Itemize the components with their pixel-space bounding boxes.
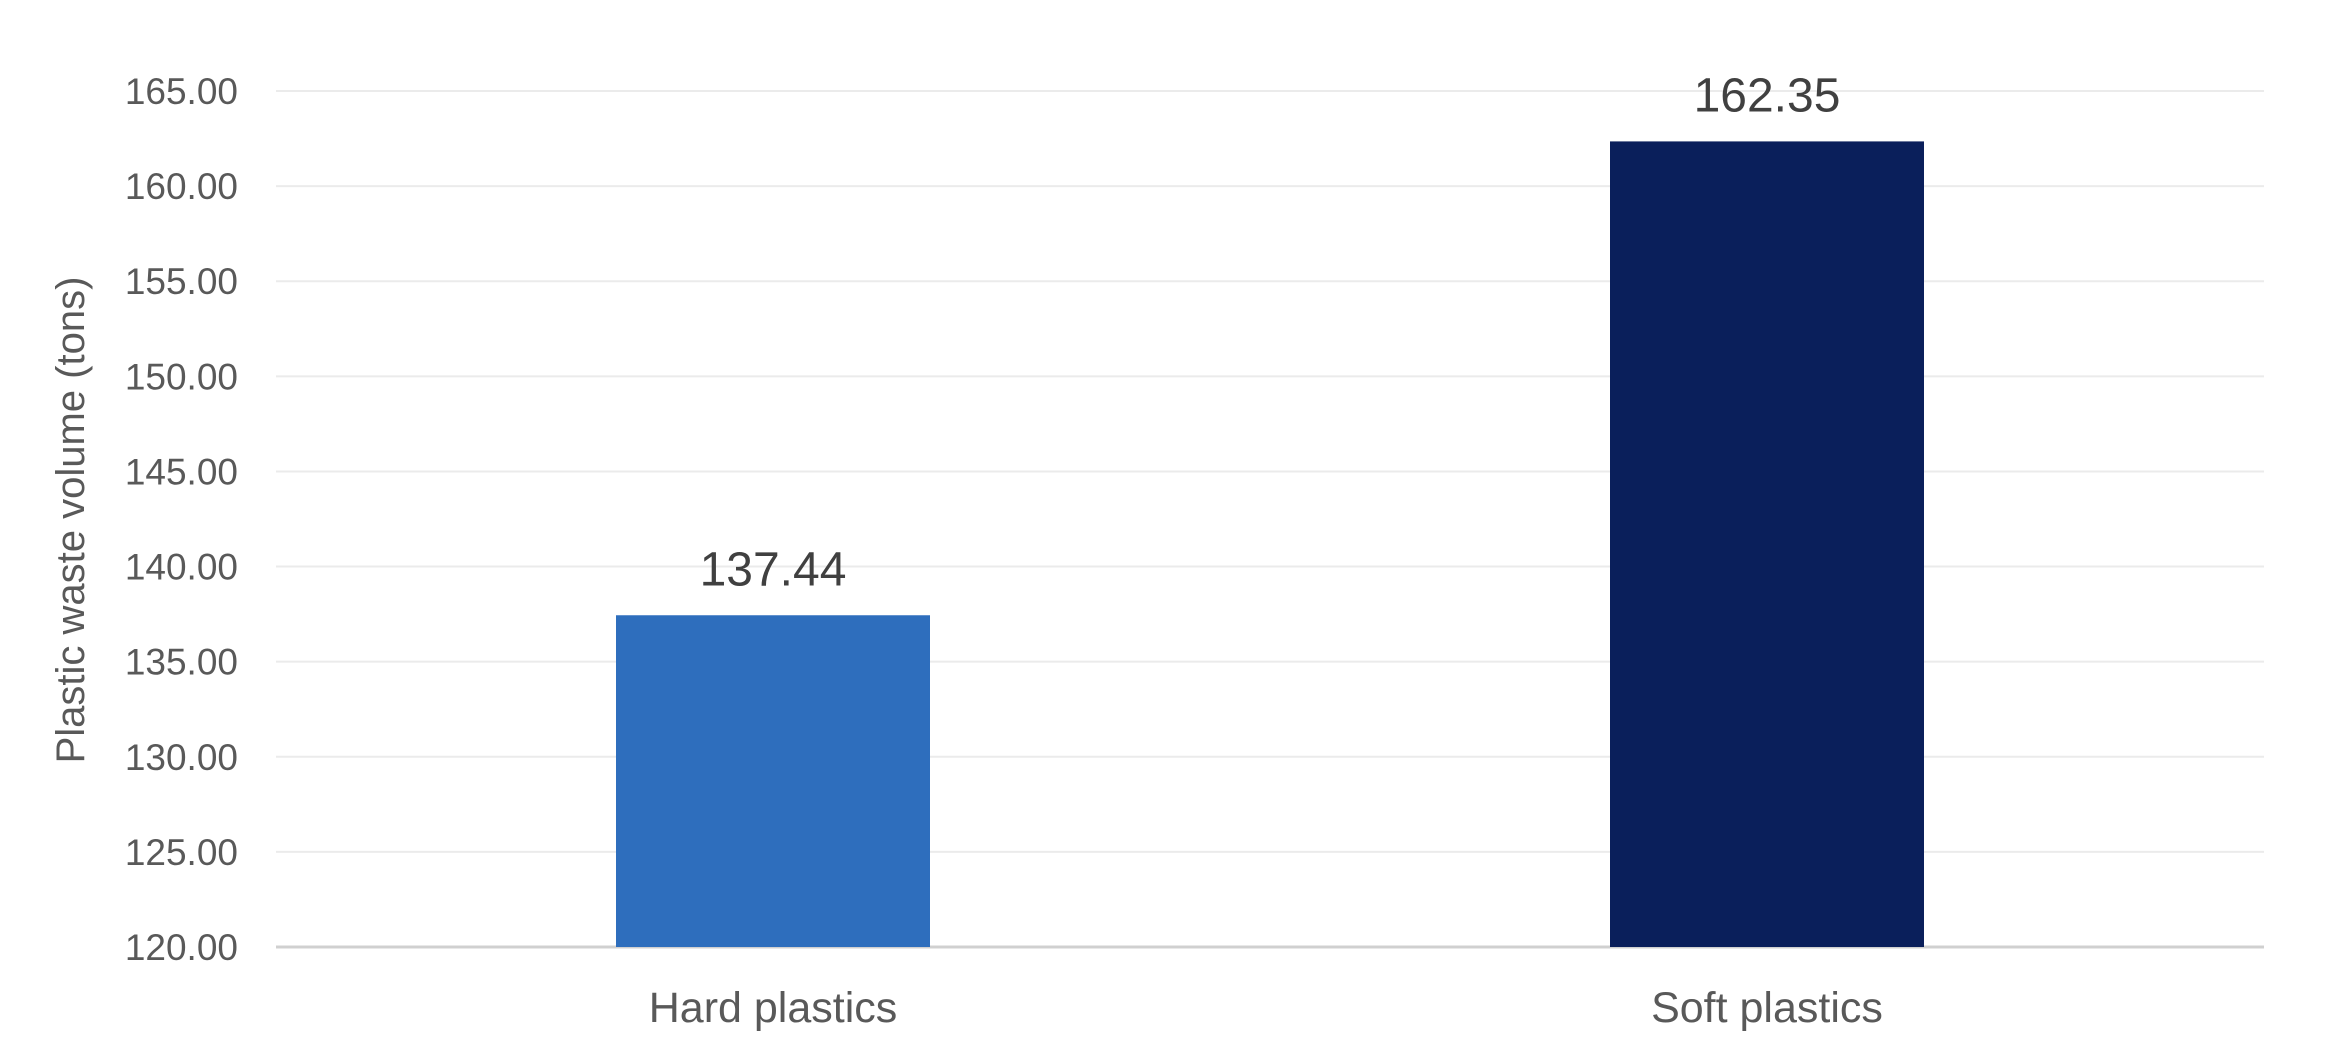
x-axis-categories: Hard plastics Soft plastics [649, 984, 1883, 1032]
y-tick-label: 135.00 [125, 642, 238, 683]
bars [616, 141, 1924, 948]
y-axis-title: Plastic waste volume (tons) [49, 277, 93, 764]
data-label: 137.44 [700, 543, 847, 596]
gridlines [276, 90, 2264, 949]
data-label: 162.35 [1694, 69, 1841, 122]
y-tick-label: 165.00 [125, 71, 238, 112]
y-axis-ticks: 120.00 125.00 130.00 135.00 140.00 145.00 150.… [125, 71, 238, 968]
data-labels: 137.44 162.35 [700, 69, 1841, 596]
x-category-label: Hard plastics [649, 984, 898, 1032]
y-tick-label: 145.00 [125, 451, 238, 492]
y-tick-label: 140.00 [125, 547, 238, 588]
y-tick-label: 150.00 [125, 356, 238, 397]
bar [616, 615, 930, 947]
y-tick-label: 120.00 [125, 927, 238, 968]
bar [1610, 141, 1924, 948]
y-tick-label: 125.00 [125, 832, 238, 873]
x-category-label: Soft plastics [1651, 984, 1883, 1032]
y-tick-label: 155.00 [125, 261, 238, 302]
y-tick-label: 130.00 [125, 737, 238, 778]
y-tick-label: 160.00 [125, 166, 238, 207]
